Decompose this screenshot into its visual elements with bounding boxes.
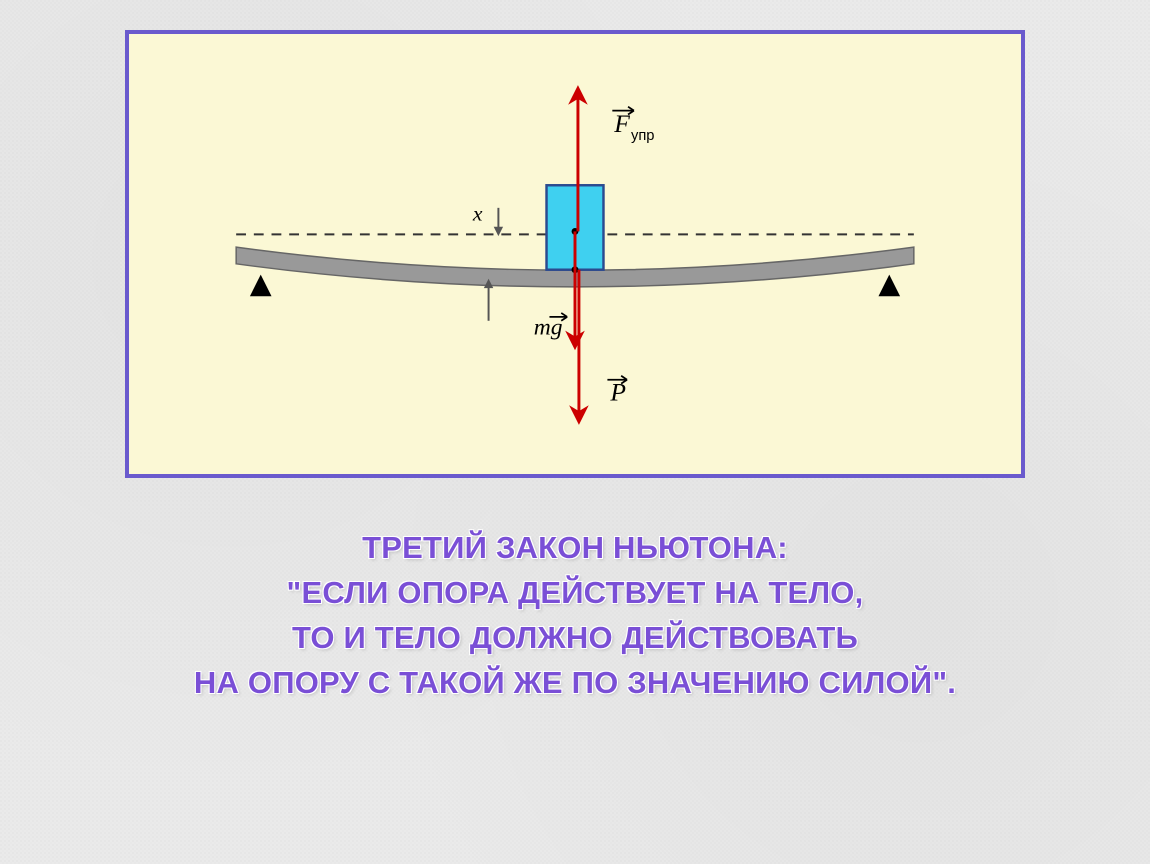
caption-line-3: ТО И ТЕЛО ДОЛЖНО ДЕЙСТВОВАТЬ [194,616,956,661]
svg-text:mg: mg [534,315,563,341]
physics-diagram-svg: F упр x mg P [129,34,1021,474]
caption-line-2: "ЕСЛИ ОПОРА ДЕЙСТВУЕТ НА ТЕЛО, [194,571,956,616]
label-p: P [607,376,627,407]
left-support [250,275,272,297]
caption-line-4: НА ОПОРУ С ТАКОЙ ЖЕ ПО ЗНАЧЕНИЮ СИЛОЙ". [194,661,956,706]
caption: ТРЕТИЙ ЗАКОН НЬЮТОНА: "ЕСЛИ ОПОРА ДЕЙСТВ… [194,526,956,706]
svg-text:упр: упр [631,128,655,144]
svg-text:P: P [609,377,626,406]
diagram-frame: F упр x mg P [125,30,1025,478]
label-x: x [472,202,483,226]
label-mg: mg [534,313,567,341]
svg-text:F: F [613,109,630,138]
caption-line-1: ТРЕТИЙ ЗАКОН НЬЮТОНА: [194,526,956,571]
right-support [878,275,900,297]
label-f-upr: F упр [612,107,654,144]
